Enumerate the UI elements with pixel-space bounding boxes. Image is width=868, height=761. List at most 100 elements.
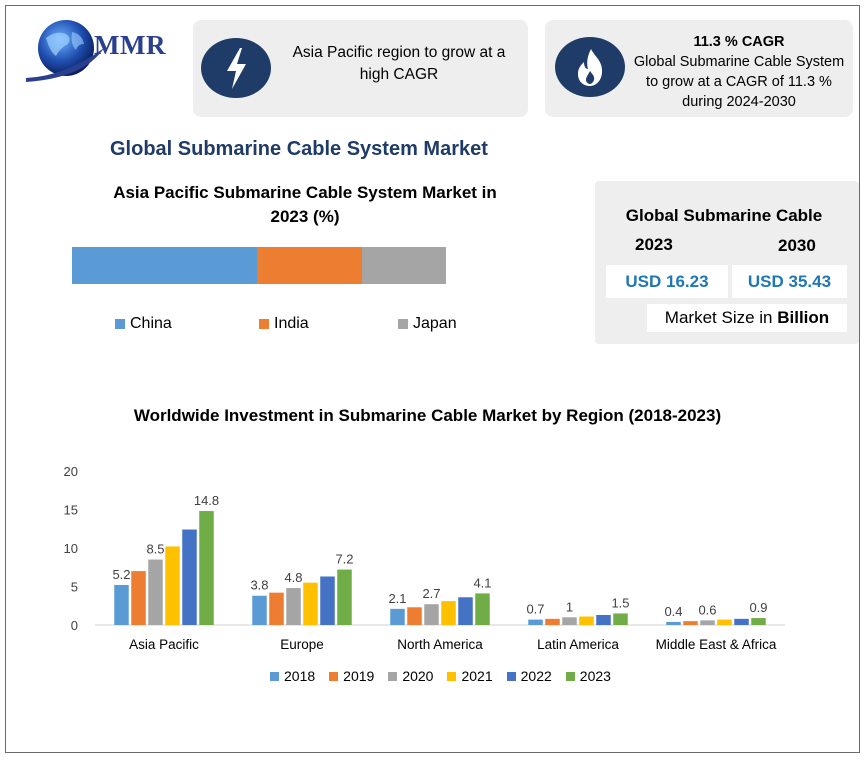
y-tick-label: 20 [64, 464, 78, 479]
legend-label: 2021 [461, 668, 493, 684]
data-label: 0.4 [664, 604, 682, 619]
regional-chart-title: Worldwide Investment in Submarine Cable … [133, 406, 722, 425]
legend-swatch [565, 671, 575, 681]
bar-2023 [337, 569, 352, 625]
legend-label: China [130, 315, 172, 332]
cagr-text: Global Submarine Cable System to grow at… [633, 54, 845, 110]
bar-2023 [475, 593, 490, 625]
bar-2023 [751, 618, 766, 625]
legend-label: Japan [413, 315, 457, 332]
legend-swatch [270, 671, 279, 681]
data-label: 4.1 [473, 575, 491, 590]
legend-swatch [388, 671, 398, 681]
category-label: Latin America [537, 637, 619, 652]
legend-swatch [259, 319, 269, 329]
stack-segment-china [72, 247, 258, 284]
legend-swatch [115, 319, 125, 329]
bar-2018 [666, 621, 681, 625]
data-label: 8.5 [146, 542, 164, 557]
market-size-title: Global Submarine Cable [625, 206, 823, 225]
bar-2018 [528, 619, 543, 625]
unit-bold: Billion [777, 308, 830, 327]
legend-item-2018: 2018 [270, 668, 315, 684]
data-label: 1 [566, 599, 573, 614]
infographic-frame [5, 5, 860, 753]
value-2030: USD 35.43 [732, 265, 847, 298]
legend-label: India [274, 315, 309, 332]
legend-item-japan: Japan [398, 315, 457, 333]
mmr-logo [24, 18, 184, 84]
icon-circle [201, 38, 271, 98]
value-2023: USD 16.23 [606, 265, 728, 298]
year-2030-label: 2030 [778, 236, 816, 255]
legend-item-2019: 2019 [329, 668, 374, 684]
bar-2020 [562, 617, 577, 625]
legend-label: 2023 [579, 668, 611, 684]
legend-swatch [329, 671, 339, 681]
bar-2022 [734, 618, 749, 625]
data-label: 14.8 [194, 493, 219, 508]
cagr-title: 11.3 % CAGR [693, 34, 785, 50]
y-tick-label: 0 [71, 618, 78, 633]
market-size-panel: Global Submarine Cable 2023 2030 USD 16.… [595, 181, 859, 344]
bar-2019 [683, 621, 698, 625]
data-label: 3.8 [250, 578, 268, 593]
growth-text: Asia Pacific region to grow at a high CA… [292, 44, 506, 83]
highlight-card-growth: Asia Pacific region to grow at a high CA… [193, 20, 528, 117]
y-tick-label: 5 [71, 580, 78, 595]
legend-item-2023: 2023 [565, 668, 611, 684]
bar-2021 [579, 616, 594, 625]
bar-2019 [131, 571, 146, 625]
legend-item-2022: 2022 [506, 668, 552, 684]
legend-label: 2019 [343, 668, 375, 684]
bar-2021 [165, 546, 180, 625]
bar-2022 [596, 614, 611, 625]
main-title: Global Submarine Cable System Market [110, 138, 488, 160]
bar-2021 [303, 582, 318, 625]
legend-label: 2020 [402, 668, 434, 684]
bar-2020 [286, 588, 301, 625]
data-label: 7.2 [335, 552, 353, 567]
legend-swatch [398, 319, 408, 329]
bar-2018 [390, 608, 405, 625]
category-label: North America [397, 637, 483, 652]
globe-icon [26, 20, 104, 82]
legend-swatch [506, 671, 516, 681]
bar-2020 [700, 620, 715, 625]
bar-2022 [182, 529, 197, 625]
legend-swatch [447, 671, 457, 681]
data-label: 1.5 [611, 595, 629, 610]
category-label: Asia Pacific [129, 637, 199, 652]
asia-pacific-stacked-bar [72, 247, 446, 284]
bar-2020 [148, 559, 163, 625]
data-label: 0.9 [749, 600, 767, 615]
y-tick-label: 15 [64, 503, 78, 518]
bar-2022 [320, 576, 335, 625]
stack-segment-india [257, 247, 362, 284]
regional-investment-chart: 0 5 10 15 20 5.2 8.5 14.8 Asia Pacific 3.8 4.8 7.2 E… [64, 464, 785, 652]
bar-2022 [458, 597, 473, 625]
flame-icon [578, 49, 603, 86]
bar-2019 [407, 607, 422, 625]
icon-circle [555, 37, 625, 97]
legend-label: 2018 [284, 668, 316, 684]
bar-2021 [441, 601, 456, 625]
stack-segment-japan [361, 247, 446, 284]
bar-2018 [252, 595, 267, 625]
lightning-bolt-icon [227, 48, 246, 89]
asia-pacific-chart-title: Asia Pacific Submarine Cable System Mark… [113, 183, 497, 226]
year-legend: 2018 2019 2020 2021 2022 2023 [270, 668, 625, 684]
legend-item-2020: 2020 [388, 668, 433, 684]
bar-2023 [613, 613, 628, 625]
highlight-card-cagr: 11.3 % CAGR Global Submarine Cable Syste… [545, 20, 853, 117]
bar-2023 [199, 511, 214, 625]
data-label: 4.8 [284, 570, 302, 585]
data-label: 0.6 [698, 602, 716, 617]
category-label: Middle East & Africa [656, 637, 777, 652]
bar-2018 [114, 584, 129, 625]
bar-2019 [545, 618, 560, 625]
legend-item-china: China [115, 315, 172, 333]
logo-text: MMR [94, 30, 166, 60]
bar-2020 [424, 604, 439, 625]
legend-item-india: India [259, 315, 309, 333]
